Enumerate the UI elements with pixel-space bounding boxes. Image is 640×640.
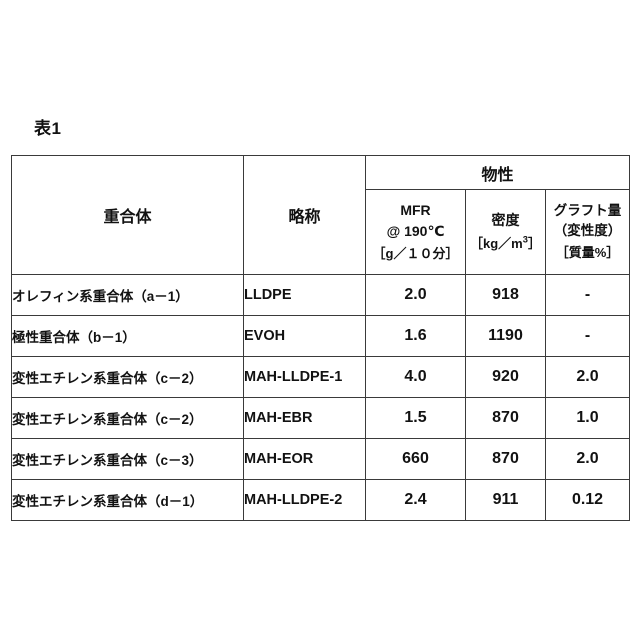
table-header: 重合体 略称 物性 MFR @ 190℃ ［g／１０分］ 密度 ［kg／m3］ … xyxy=(11,155,631,275)
table-caption: 表1 xyxy=(34,119,62,138)
table-row: 変性エチレン系重合体（c－2） MAH-LLDPE-1 4.0 920 2.0 xyxy=(11,356,631,398)
cell-polymer: オレフィン系重合体（a－1） xyxy=(11,274,244,316)
mfr-condition: @ 190℃ xyxy=(386,222,445,239)
density-name: 密度 xyxy=(491,212,520,229)
table-row: 変性エチレン系重合体（d－1） MAH-LLDPE-2 2.4 911 0.12 xyxy=(11,479,631,521)
column-header-mfr: MFR @ 190℃ ［g／１０分］ xyxy=(365,189,466,275)
cell-density: 1190 xyxy=(465,315,546,357)
mfr-unit: ［g／１０分］ xyxy=(372,245,459,261)
cell-density: 918 xyxy=(465,274,546,316)
cell-polymer: 極性重合体（b－1） xyxy=(11,315,244,357)
cell-density: 870 xyxy=(465,397,546,439)
graft-unit: ［質量%］ xyxy=(555,245,620,261)
table-row: オレフィン系重合体（a－1） LLDPE 2.0 918 - xyxy=(11,274,631,316)
cell-abbreviation: MAH-LLDPE-2 xyxy=(243,479,366,521)
cell-graft: 0.12 xyxy=(544,479,631,521)
cell-mfr: 2.0 xyxy=(365,274,466,316)
column-header-graft: グラフト量 （変性度） ［質量%］ xyxy=(544,189,631,275)
cell-mfr: 4.0 xyxy=(365,356,466,398)
table-body: オレフィン系重合体（a－1） LLDPE 2.0 918 - 極性重合体（b－1… xyxy=(11,274,631,521)
table-header-row-sub: MFR @ 190℃ ［g／１０分］ 密度 ［kg／m3］ グラフト量 （変性度… xyxy=(12,189,631,275)
graft-name: グラフト量 xyxy=(553,203,622,219)
table-row: 変性エチレン系重合体（c－3） MAH-EOR 660 870 2.0 xyxy=(11,438,631,480)
cell-abbreviation: EVOH xyxy=(243,315,366,357)
cell-polymer: 変性エチレン系重合体（c－2） xyxy=(11,397,244,439)
cell-density: 920 xyxy=(465,356,546,398)
cell-abbreviation: MAH-LLDPE-1 xyxy=(243,356,366,398)
cell-graft: - xyxy=(544,315,631,357)
cell-graft: 2.0 xyxy=(544,356,631,398)
cell-graft: - xyxy=(544,274,631,316)
cell-mfr: 1.6 xyxy=(365,315,466,357)
cell-mfr: 2.4 xyxy=(365,479,466,521)
cell-polymer: 変性エチレン系重合体（c－2） xyxy=(11,356,244,398)
table-row: 変性エチレン系重合体（c－2） MAH-EBR 1.5 870 1.0 xyxy=(11,397,631,439)
table-header-row-top: 重合体 略称 物性 xyxy=(11,155,631,275)
column-header-polymer: 重合体 xyxy=(11,155,244,275)
cell-mfr: 660 xyxy=(365,438,466,480)
density-unit-exponent: 3 xyxy=(522,234,528,245)
column-header-density: 密度 ［kg／m3］ xyxy=(465,189,546,275)
graft-subname: （変性度） xyxy=(553,222,622,238)
cell-density: 870 xyxy=(465,438,546,480)
cell-polymer: 変性エチレン系重合体（d－1） xyxy=(11,479,244,521)
mfr-name: MFR xyxy=(400,202,431,219)
table-row: 極性重合体（b－1） EVOH 1.6 1190 - xyxy=(11,315,631,357)
cell-graft: 1.0 xyxy=(544,397,631,439)
density-unit-prefix: ［kg／m xyxy=(470,235,523,251)
cell-density: 911 xyxy=(465,479,546,521)
polymer-properties-table: 重合体 略称 物性 MFR @ 190℃ ［g／１０分］ 密度 ［kg／m3］ … xyxy=(11,155,631,521)
cell-graft: 2.0 xyxy=(544,438,631,480)
density-unit: ［kg／m3］ xyxy=(466,235,545,254)
cell-abbreviation: MAH-EOR xyxy=(243,438,366,480)
column-header-abbreviation: 略称 xyxy=(243,155,366,275)
cell-abbreviation: MAH-EBR xyxy=(243,397,366,439)
cell-mfr: 1.5 xyxy=(365,397,466,439)
column-header-properties-group: 物性 xyxy=(364,155,631,190)
cell-polymer: 変性エチレン系重合体（c－3） xyxy=(11,438,244,480)
cell-abbreviation: LLDPE xyxy=(243,274,366,316)
density-unit-suffix: ］ xyxy=(527,235,541,251)
